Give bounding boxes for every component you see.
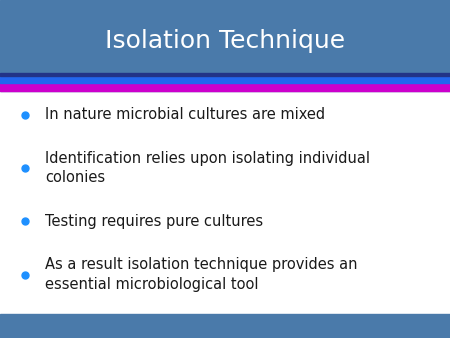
Bar bbox=[0, 83, 450, 91]
Text: As a result isolation technique provides an
essential microbiological tool: As a result isolation technique provides… bbox=[45, 258, 357, 292]
Text: Isolation Technique: Isolation Technique bbox=[105, 29, 345, 53]
Text: Identification relies upon isolating individual
colonies: Identification relies upon isolating ind… bbox=[45, 151, 370, 185]
Bar bbox=[0, 76, 450, 83]
Bar bbox=[0, 0, 450, 91]
Text: Testing requires pure cultures: Testing requires pure cultures bbox=[45, 214, 263, 229]
Bar bbox=[0, 314, 450, 338]
Text: In nature microbial cultures are mixed: In nature microbial cultures are mixed bbox=[45, 107, 325, 122]
Bar bbox=[0, 73, 450, 76]
